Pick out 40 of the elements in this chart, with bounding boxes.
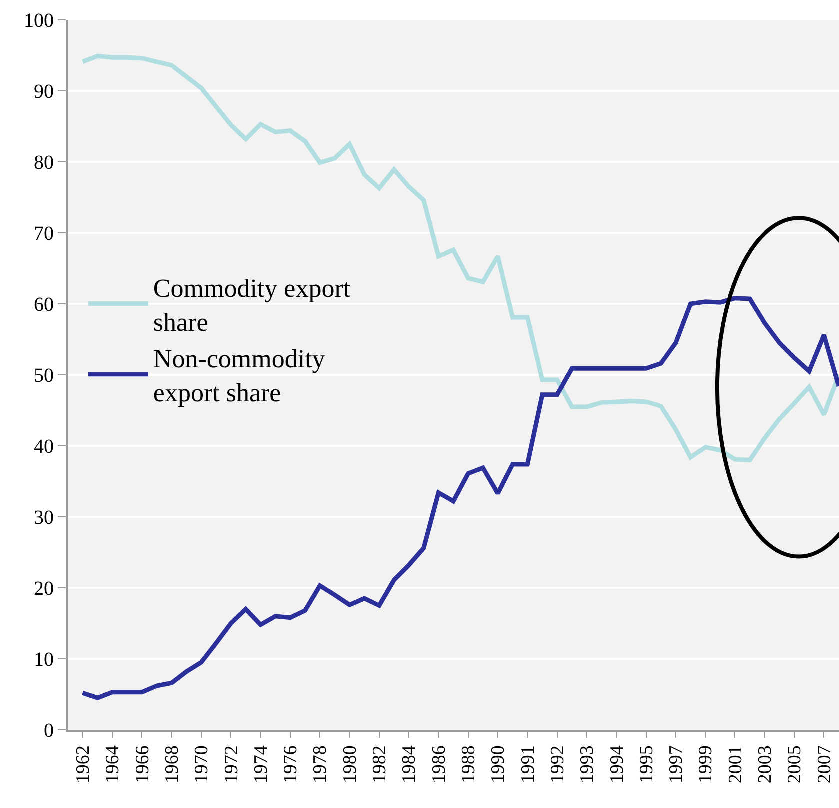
- y-tick-label: 80: [34, 152, 54, 174]
- x-tick-label: 1995: [636, 746, 658, 784]
- x-tick-label: 2005: [784, 746, 806, 784]
- x-tick-label: 1997: [666, 746, 688, 784]
- x-tick-label: 1970: [192, 746, 213, 784]
- x-tick-label: 1962: [73, 746, 94, 784]
- x-tick-label: 1966: [132, 746, 154, 784]
- y-tick-label: 40: [34, 436, 54, 458]
- x-tick-label: 1992: [547, 746, 568, 784]
- x-tick-label: 2003: [755, 746, 776, 784]
- x-tick-label: 1990: [488, 746, 510, 784]
- x-tick-label: 1993: [577, 746, 598, 784]
- x-tick-label: 2001: [725, 746, 746, 784]
- line-series: [80, 54, 839, 462]
- x-tick-label: 1968: [162, 746, 183, 784]
- x-tick-label: 1982: [370, 746, 391, 784]
- x-tick-label: 1984: [399, 745, 420, 784]
- x-tick-label: 1986: [428, 746, 450, 784]
- y-tick-label: 90: [34, 81, 54, 103]
- x-tick-label: 1974: [250, 745, 272, 784]
- y-tick-label: 30: [34, 507, 54, 529]
- x-tick-label: 1972: [221, 746, 242, 784]
- x-tick-label: 1964: [102, 745, 124, 784]
- legend-label: Non-commodity export share: [153, 344, 326, 408]
- x-tick-label: 1976: [280, 746, 302, 784]
- x-tick-label: 1978: [310, 746, 332, 784]
- y-tick-label: 70: [34, 223, 54, 245]
- y-tick-label: 10: [34, 649, 54, 671]
- y-tick-label: 60: [34, 294, 54, 316]
- y-tick-label: 0: [44, 720, 54, 742]
- x-tick-label: 1980: [340, 746, 361, 784]
- x-tick-label: 2007: [814, 746, 836, 784]
- y-tick-label: 50: [34, 365, 54, 387]
- y-tick-label: 20: [34, 578, 54, 600]
- y-tick-label: 100: [24, 10, 54, 32]
- legend-label: Commodity export share: [153, 274, 352, 337]
- x-tick-label: 1988: [458, 746, 480, 784]
- x-tick-label: 1994: [606, 745, 628, 784]
- x-tick-label: 1991: [518, 746, 539, 784]
- x-tick-label: 1999: [696, 746, 717, 784]
